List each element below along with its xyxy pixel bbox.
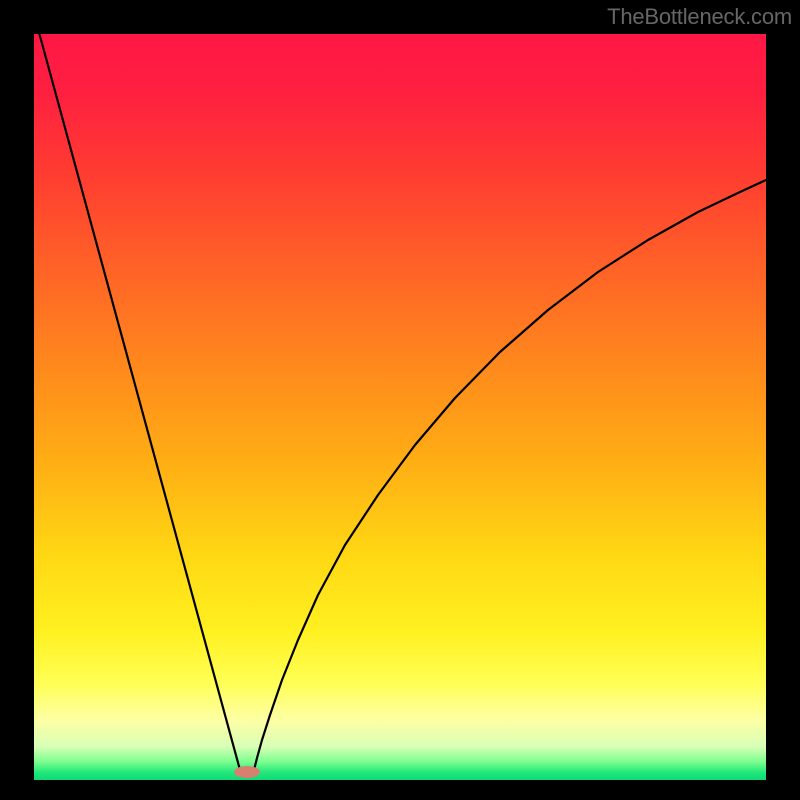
chart-svg xyxy=(0,0,800,800)
watermark-text: TheBottleneck.com xyxy=(607,4,792,30)
bottleneck-chart: TheBottleneck.com xyxy=(0,0,800,800)
